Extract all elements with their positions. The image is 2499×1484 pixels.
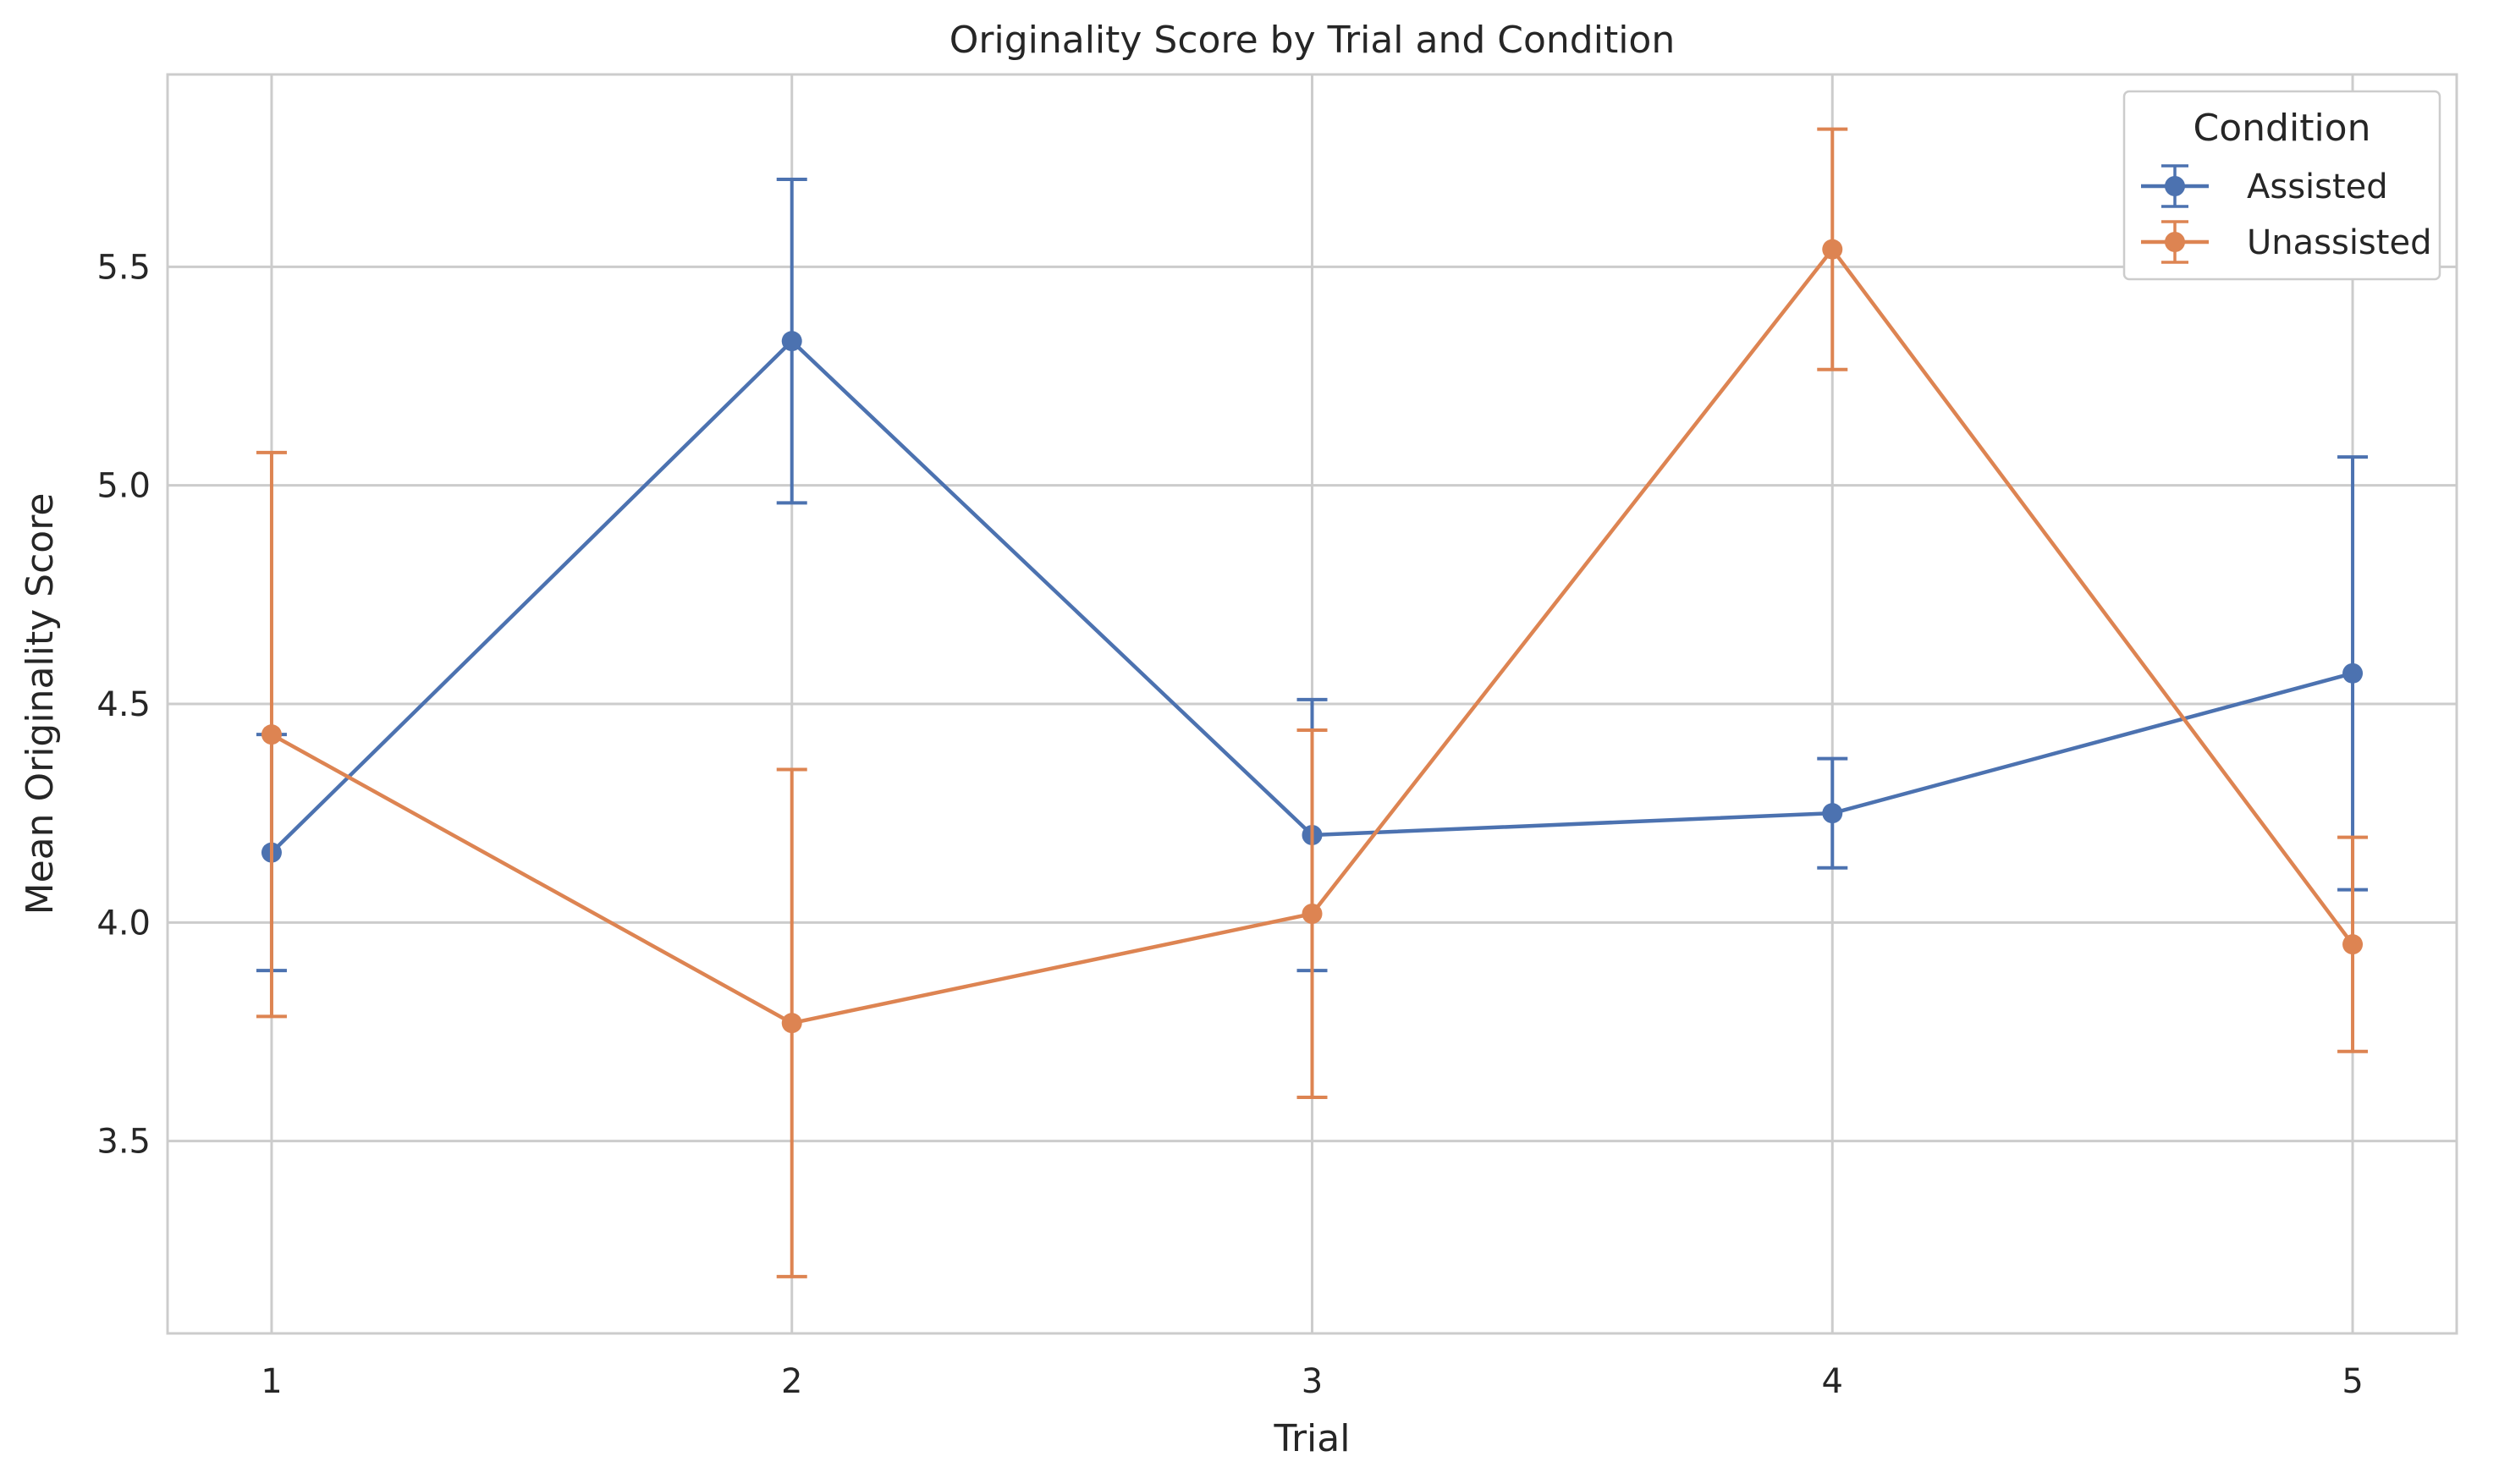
legend-item-assisted: Assisted — [2141, 164, 2388, 208]
data-point — [261, 724, 282, 745]
data-point — [781, 331, 802, 352]
legend: Condition Assisted Unassisted — [2122, 90, 2441, 281]
x-tick-label: 3 — [1302, 1362, 1323, 1401]
plot-frame — [166, 73, 2458, 1335]
y-tick-label: 4.0 — [96, 904, 151, 943]
legend-item-unassisted: Unassisted — [2141, 220, 2431, 264]
legend-items: Assisted Unassisted — [2141, 164, 2431, 264]
data-point — [2342, 662, 2364, 684]
legend-swatch-marker — [2165, 176, 2185, 196]
legend-box — [2122, 90, 2441, 281]
series-unassisted — [256, 127, 2369, 1278]
legend-swatch-marker — [2165, 232, 2185, 252]
legend-label: Unassisted — [2247, 223, 2431, 262]
y-tick-labels: 3.5 4.0 4.5 5.0 5.5 — [96, 248, 151, 1161]
y-tick-label: 3.5 — [96, 1123, 151, 1162]
series-group — [256, 127, 2369, 1278]
chart-title: Originality Score by Trial and Condition — [950, 19, 1675, 62]
x-tick-label: 2 — [781, 1362, 802, 1401]
x-tick-label: 1 — [261, 1362, 282, 1401]
x-axis-label: Trial — [1274, 1417, 1351, 1460]
data-point — [2342, 934, 2364, 955]
y-tick-label: 5.5 — [96, 248, 151, 287]
data-point — [1822, 803, 1843, 824]
data-point — [781, 1013, 802, 1034]
x-tick-labels: 1 2 3 4 5 — [261, 1362, 2364, 1401]
legend-label: Assisted — [2247, 168, 2388, 206]
y-axis-label: Mean Originality Score — [19, 493, 62, 915]
x-tick-label: 5 — [2342, 1362, 2363, 1401]
legend-title: Condition — [2194, 107, 2371, 150]
data-point — [1822, 239, 1843, 260]
y-tick-label: 5.0 — [96, 467, 151, 506]
y-tick-label: 4.5 — [96, 685, 151, 724]
data-point — [1302, 904, 1323, 924]
x-tick-label: 4 — [1822, 1362, 1843, 1401]
